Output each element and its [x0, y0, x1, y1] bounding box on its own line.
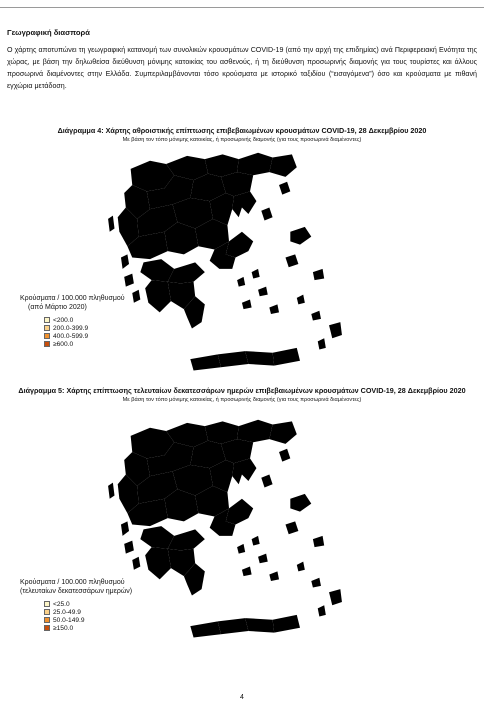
legend-swatch — [44, 317, 50, 323]
legend-swatch — [44, 333, 50, 339]
legend-subtitle: (τελευταίων δεκατεσσάρων ημερών) — [20, 588, 133, 595]
legend-title: Κρούσματα / 100.000 πληθυσμού — [20, 579, 125, 586]
intro-paragraph: Ο χάρτης αποτυπώνει τη γεωγραφική κατανο… — [7, 46, 477, 90]
legend-swatch — [44, 609, 50, 615]
legend-item: ≥150.0 — [44, 624, 132, 632]
legend-label: <25.0 — [53, 600, 70, 608]
figure-5-map: #m5 path { stroke: #444; stroke-width: 0… — [108, 419, 342, 638]
legend-item: <25.0 — [44, 600, 132, 608]
legend-swatch — [44, 625, 50, 631]
legend-label: 50.0-149.9 — [53, 616, 85, 624]
legend-title: Κρούσματα / 100.000 πληθυσμού — [20, 295, 125, 302]
legend-subtitle: (από Μάρτιο 2020) — [28, 304, 87, 311]
figure-4-subtitle: Με βάση τον τόπο μόνιμης κατοικίας, ή πρ… — [122, 137, 362, 143]
figure-5-title: Διάγραμμα 5: Χάρτης επίπτωσης τελευταίων… — [18, 386, 466, 395]
figure-5-legend: Κρούσματα / 100.000 πληθυσμού (τελευταίω… — [20, 578, 132, 632]
legend-label: ≥600.0 — [53, 340, 74, 348]
section-heading: Γεωγραφική διασπορά — [7, 28, 90, 37]
legend-label: 25.0-49.9 — [53, 608, 81, 616]
legend-swatch — [44, 601, 50, 607]
legend-item: 200.0-399.9 — [44, 324, 125, 332]
figure-4-title: Διάγραμμα 4: Χάρτης αθροιστικής επίπτωση… — [57, 126, 427, 135]
legend-item: <200.0 — [44, 316, 125, 324]
legend-item: 25.0-49.9 — [44, 608, 132, 616]
legend-label: 200.0-399.9 — [53, 324, 89, 332]
legend-label: <200.0 — [53, 316, 74, 324]
legend-item: 400.0-599.9 — [44, 332, 125, 340]
legend-label: ≥150.0 — [53, 624, 74, 632]
figure-5-subtitle: Με βάση τον τόπο μόνιμης κατοικίας, ή πρ… — [122, 397, 362, 403]
legend-swatch — [44, 325, 50, 331]
page-number: 4 — [240, 694, 244, 701]
figure-4-map: #m4 path { stroke: #444; stroke-width: 0… — [108, 152, 342, 371]
legend-swatch — [44, 341, 50, 347]
figure-4-legend: Κρούσματα / 100.000 πληθυσμού (από Μάρτι… — [20, 294, 125, 348]
legend-item: 50.0-149.9 — [44, 616, 132, 624]
legend-swatch — [44, 617, 50, 623]
legend-label: 400.0-599.9 — [53, 332, 89, 340]
legend-item: ≥600.0 — [44, 340, 125, 348]
page-top-rule — [0, 7, 484, 8]
